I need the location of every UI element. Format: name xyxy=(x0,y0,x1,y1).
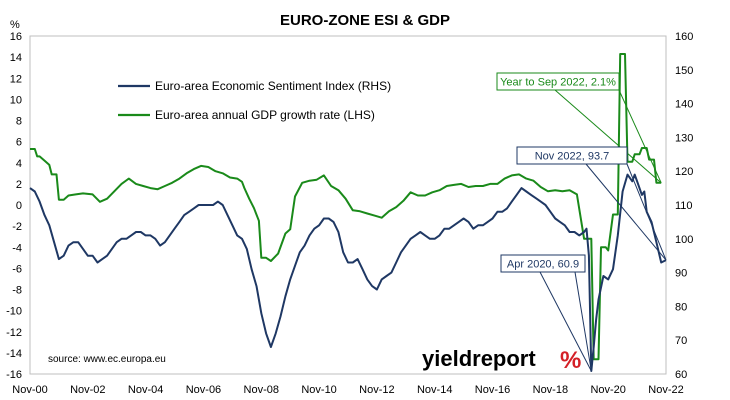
right-tick-label: 150 xyxy=(675,65,693,77)
left-axis-unit: % xyxy=(10,19,20,31)
esi-line xyxy=(29,173,667,372)
right-tick-label: 120 xyxy=(675,166,693,178)
right-axis-tick-labels: 60 70 80 90 100 110 120 130 140 150 160 xyxy=(675,31,693,381)
x-tick-label: Nov-00 xyxy=(12,384,47,396)
x-tick-label: Nov-20 xyxy=(590,384,625,396)
gdp-line xyxy=(30,53,662,361)
x-tick-label: Nov-10 xyxy=(301,384,336,396)
annotation-leader xyxy=(626,163,667,261)
logo-percent: % xyxy=(560,347,581,374)
left-tick-label: 12 xyxy=(10,73,22,85)
annotation-leader xyxy=(574,271,592,372)
annotation-leader xyxy=(554,89,662,184)
left-axis-tick-labels: -16 -14 -12 -10 -8 -6 -4 -2 0 2 4 6 8 10 12 14 16 xyxy=(6,31,22,381)
left-tick-label: -8 xyxy=(12,285,22,297)
left-tick-label: 6 xyxy=(16,137,22,149)
left-tick-label: -2 xyxy=(12,221,22,233)
logo-text: yieldreport xyxy=(422,346,536,371)
x-tick-label: Nov-14 xyxy=(417,384,452,396)
x-tick-label: Nov-02 xyxy=(70,384,105,396)
x-tick-label: Nov-16 xyxy=(475,384,510,396)
x-tick-label: Nov-12 xyxy=(359,384,394,396)
right-tick-label: 90 xyxy=(675,268,687,280)
left-tick-label: 4 xyxy=(16,158,22,170)
source-text: source: www.ec.europa.eu xyxy=(48,354,166,365)
left-tick-label: -4 xyxy=(12,242,22,254)
x-tick-label: Nov-06 xyxy=(186,384,221,396)
left-tick-label: -6 xyxy=(12,263,22,275)
annotation-leader xyxy=(618,89,662,184)
gdp-series-group xyxy=(30,53,662,361)
left-tick-label: 16 xyxy=(10,31,22,43)
left-tick-label: 14 xyxy=(10,52,22,64)
annotation-box xyxy=(500,254,586,273)
right-tick-label: 60 xyxy=(675,369,687,381)
left-tick-label: -12 xyxy=(6,327,22,339)
left-tick-label: 10 xyxy=(10,94,22,106)
esi-series-group xyxy=(29,173,667,372)
annotation-label: Apr 2020, 60.9 xyxy=(507,259,579,271)
x-tick-label: Nov-18 xyxy=(533,384,568,396)
x-axis-tick-labels: Nov-00 Nov-02 Nov-04 Nov-06 Nov-08 Nov-10 Nov-… xyxy=(12,384,683,396)
x-tick-label: Nov-08 xyxy=(244,384,279,396)
right-tick-label: 100 xyxy=(675,234,693,246)
right-tick-label: 160 xyxy=(675,31,693,43)
legend-label-gdp: Euro-area annual GDP growth rate (LHS) xyxy=(155,108,375,122)
chart-title: EURO-ZONE ESI & GDP xyxy=(280,12,450,29)
left-tick-label: 8 xyxy=(16,116,22,128)
annotation-leader xyxy=(585,163,667,261)
left-tick-label: -10 xyxy=(6,306,22,318)
annotation-box xyxy=(516,146,628,165)
left-tick-label: 0 xyxy=(16,200,22,212)
legend: Euro-area Economic Sentiment Index (RHS)… xyxy=(118,79,391,122)
x-tick-label: Nov-04 xyxy=(128,384,163,396)
right-tick-label: 130 xyxy=(675,132,693,144)
annotation-label: Year to Sep 2022, 2.1% xyxy=(500,77,616,89)
left-tick-label: -16 xyxy=(6,369,22,381)
x-tick-label: Nov-22 xyxy=(648,384,683,396)
annotation-leader xyxy=(539,271,592,372)
plot-area-border xyxy=(29,35,667,375)
right-tick-label: 80 xyxy=(675,301,687,313)
right-tick-label: 110 xyxy=(675,200,693,212)
annotation-box xyxy=(496,72,620,91)
logo: yieldreport % xyxy=(422,346,581,374)
right-tick-label: 140 xyxy=(675,99,693,111)
legend-label-esi: Euro-area Economic Sentiment Index (RHS) xyxy=(155,79,391,93)
annotations: Year to Sep 2022, 2.1% Nov 2022, 93.7 Apr … xyxy=(496,72,667,372)
annotation-label: Nov 2022, 93.7 xyxy=(535,151,610,163)
right-tick-label: 70 xyxy=(675,335,687,347)
left-tick-label: -14 xyxy=(6,348,22,360)
left-tick-label: 2 xyxy=(16,179,22,191)
